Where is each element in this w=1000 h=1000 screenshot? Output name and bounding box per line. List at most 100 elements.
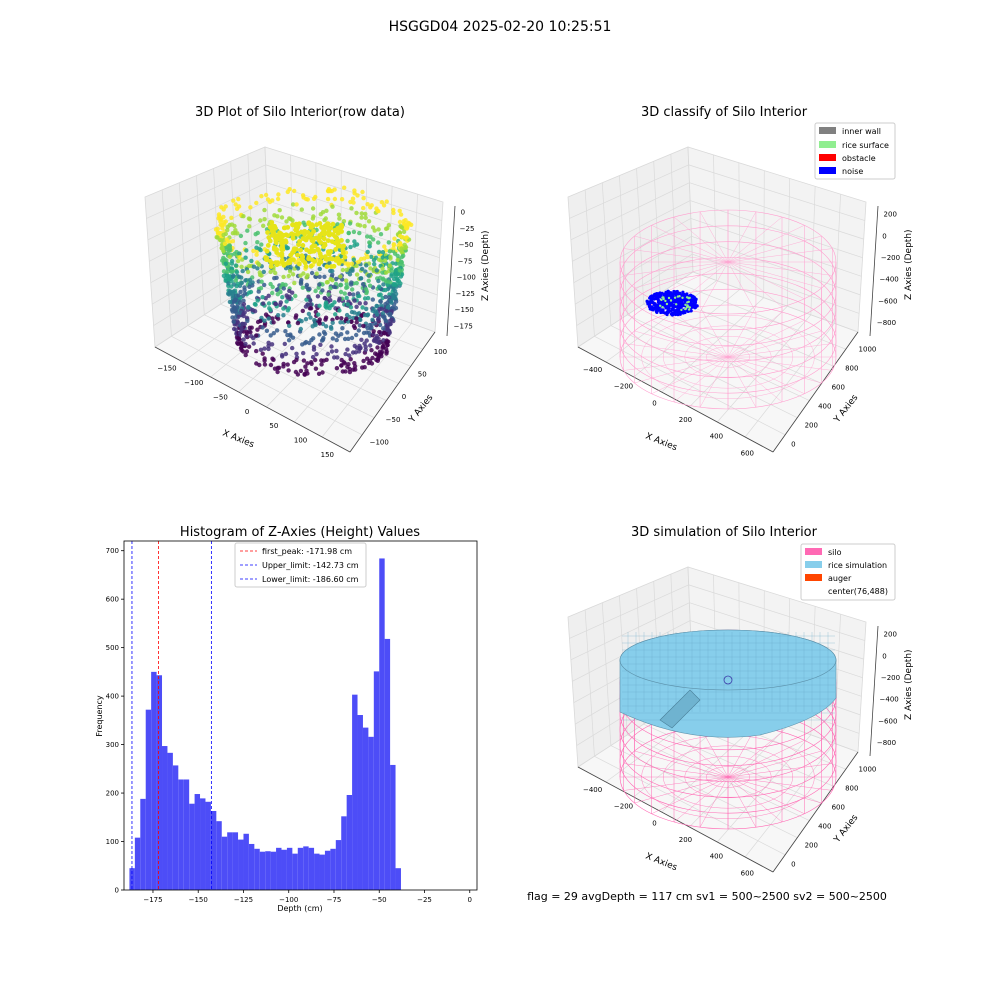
raw-point	[268, 362, 274, 368]
sim-silo-floor-ring	[663, 745, 794, 809]
classify-y-axis-label: Y Axies	[832, 393, 861, 426]
raw-point	[345, 285, 350, 290]
raw-point	[365, 249, 370, 255]
histogram-plot-frame	[123, 540, 478, 891]
classify-z-tick-label: −800	[877, 319, 896, 327]
noise-point	[661, 301, 665, 305]
raw-point	[229, 284, 234, 289]
raw-point	[386, 240, 391, 245]
classify-z-tick-label: −400	[880, 276, 899, 284]
noise-point	[692, 302, 696, 306]
raw-point	[294, 202, 299, 207]
histogram-reference-lines	[131, 541, 212, 890]
raw-point	[235, 320, 241, 325]
raw-y-tick-label: 0	[402, 393, 406, 401]
raw-point	[319, 225, 324, 230]
raw-grid-line	[196, 175, 205, 315]
raw-point	[233, 315, 238, 320]
sim-grid-line	[627, 734, 810, 821]
raw-point	[359, 337, 364, 342]
raw-point	[279, 253, 285, 259]
raw-point	[244, 331, 250, 336]
raw-point	[310, 354, 316, 360]
rice-surface-point	[669, 299, 673, 302]
raw-point	[352, 343, 357, 349]
raw-point	[361, 323, 366, 329]
raw-point	[397, 233, 403, 239]
histogram-bar	[145, 709, 152, 890]
raw-point	[286, 273, 291, 279]
raw-point	[344, 316, 349, 322]
raw-point	[229, 215, 234, 220]
raw-y-tick-label: −100	[370, 438, 389, 446]
raw-point	[317, 233, 323, 238]
noise-point	[673, 298, 677, 302]
raw-point	[325, 238, 331, 244]
raw-point	[323, 317, 328, 322]
raw-point	[388, 311, 393, 317]
raw-point	[380, 344, 385, 349]
raw-point	[320, 282, 325, 287]
raw-point	[403, 218, 408, 223]
raw-point	[342, 185, 347, 190]
raw-point	[286, 338, 292, 343]
noise-point	[669, 301, 673, 305]
center-marker	[723, 675, 733, 685]
raw-point	[298, 368, 304, 374]
noise-point	[666, 310, 670, 314]
raw-point	[393, 261, 399, 266]
raw-point	[360, 282, 366, 287]
raw-point	[240, 321, 245, 326]
classify-silo-spoke	[727, 311, 783, 358]
raw-point	[356, 328, 361, 333]
sim-silo-floor-ring	[706, 766, 750, 788]
raw-point	[344, 312, 350, 318]
raw-point	[301, 236, 307, 242]
raw-point	[275, 313, 281, 318]
raw-point	[237, 330, 243, 336]
histogram-x-tick-label: −75	[327, 896, 342, 904]
noise-point	[695, 304, 699, 308]
noise-point	[666, 306, 670, 310]
raw-point	[382, 244, 387, 249]
raw-point-cloud	[213, 185, 414, 377]
raw-point	[313, 235, 319, 241]
simulation-x-axis-label: X Axies	[644, 852, 679, 874]
raw-point	[243, 255, 248, 260]
noise-point-cluster	[645, 289, 699, 317]
classify-silo-floor-ring	[663, 325, 794, 389]
raw-point	[245, 228, 250, 233]
raw-point	[363, 347, 368, 353]
raw-point	[391, 246, 396, 251]
raw-point	[365, 254, 370, 260]
raw-point	[345, 238, 350, 244]
histogram-bar	[216, 821, 222, 890]
noise-point	[692, 295, 696, 300]
raw-point	[330, 320, 335, 325]
raw-point	[326, 221, 331, 227]
raw-point	[317, 266, 322, 272]
raw-point	[326, 187, 332, 192]
noise-point	[667, 291, 671, 295]
raw-point	[336, 298, 342, 303]
raw-point	[235, 341, 241, 347]
sim-silo-spoke	[727, 776, 783, 823]
noise-point	[654, 296, 658, 301]
histogram-bar	[200, 798, 206, 890]
raw-point	[248, 289, 254, 295]
raw-x-tick-label: −150	[157, 365, 176, 373]
raw-point	[313, 322, 318, 328]
raw-point	[267, 306, 272, 311]
histogram-bar	[238, 839, 244, 890]
raw-point	[339, 197, 345, 202]
legend-swatch-auger	[805, 574, 822, 581]
raw-point	[231, 198, 236, 203]
raw-point	[357, 293, 362, 299]
raw-point	[373, 321, 378, 326]
raw-point	[397, 208, 402, 213]
raw-point	[328, 298, 333, 303]
raw-point	[342, 336, 348, 342]
sim-grid-line	[570, 602, 690, 661]
raw-point	[314, 271, 319, 276]
raw-point	[235, 258, 241, 264]
